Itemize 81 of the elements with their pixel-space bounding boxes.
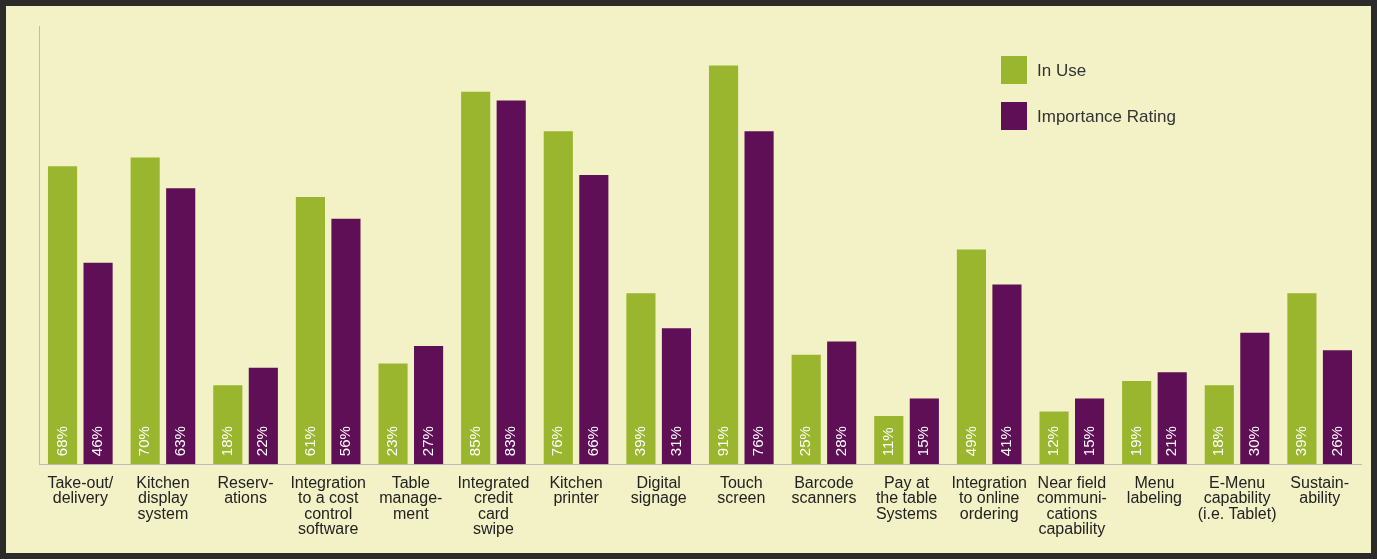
bar (661, 328, 692, 465)
data-label: 22% (253, 426, 271, 457)
bar (543, 131, 573, 465)
data-label: 18% (1209, 426, 1227, 457)
data-label: 68% (52, 426, 70, 457)
x-tick-label: Sustain- ability (1290, 474, 1350, 507)
bar (1157, 372, 1187, 465)
data-label: 76% (749, 426, 767, 457)
bar (1122, 380, 1152, 465)
bar (130, 157, 160, 465)
bar (83, 262, 113, 465)
bar (213, 385, 243, 465)
bar (1204, 385, 1234, 465)
data-label: 85% (465, 426, 483, 457)
x-tick-label: E-Menu capability (i.e. Tablet) (1197, 474, 1277, 522)
data-label: 21% (1162, 426, 1180, 457)
bar (1287, 293, 1317, 465)
bar (331, 218, 361, 465)
data-label: 39% (1292, 426, 1310, 457)
data-label: 63% (170, 426, 188, 457)
data-label: 15% (1079, 426, 1097, 457)
bar (708, 65, 739, 465)
bar (1322, 350, 1353, 465)
data-label: 31% (666, 426, 684, 457)
data-label: 46% (88, 426, 106, 457)
bar (248, 367, 278, 465)
x-tick-label: Touch screen (717, 474, 766, 507)
bar (1075, 398, 1105, 465)
data-label: 76% (548, 426, 566, 457)
bar (47, 166, 78, 465)
legend-label: In Use (1037, 60, 1087, 80)
bar (956, 249, 986, 465)
bar (378, 363, 408, 465)
bar (626, 293, 656, 465)
x-tick-label: Integration to online ordering (951, 474, 1027, 522)
data-label: 25% (796, 426, 814, 457)
bar (744, 131, 774, 465)
bar (791, 354, 821, 465)
legend-label: Importance Rating (1037, 106, 1176, 126)
bar (909, 398, 939, 465)
data-label: 18% (217, 426, 235, 457)
data-label: 26% (1327, 426, 1345, 457)
x-tick-label: Kitchen printer (549, 474, 603, 507)
data-label: 11% (878, 427, 896, 457)
bar (1039, 411, 1069, 465)
x-tick-label: Kitchen display system (136, 474, 190, 522)
x-tick-label: Reserv- ations (217, 474, 274, 507)
data-label: 49% (961, 426, 979, 457)
data-label: 39% (631, 426, 649, 457)
x-tick-label: Barcode scanners (791, 474, 857, 507)
data-label: 19% (1126, 426, 1144, 457)
data-label: 83% (501, 426, 519, 457)
x-tick-label: Integration to a cost control software (290, 474, 366, 537)
bar (579, 174, 609, 465)
data-label: 66% (583, 426, 601, 457)
bar (1240, 332, 1270, 465)
data-label: 61% (300, 426, 318, 457)
data-label: 30% (1244, 426, 1262, 457)
data-label: 41% (997, 426, 1015, 457)
bar (295, 196, 325, 465)
data-label: 70% (135, 426, 153, 457)
data-label: 15% (914, 426, 932, 457)
data-label: 12% (1044, 426, 1062, 457)
x-tick-label: Table manage- ment (379, 474, 443, 522)
data-label: 23% (383, 426, 401, 457)
data-label: 91% (713, 426, 731, 457)
x-tick-label: Integrated credit card swipe (457, 474, 530, 537)
data-label: 28% (831, 426, 849, 457)
x-tick-label: Take-out/ delivery (47, 474, 114, 507)
bar (827, 341, 857, 465)
bar (992, 284, 1022, 465)
x-tick-label: Digital signage (630, 474, 687, 507)
bar (461, 91, 491, 465)
bar (496, 100, 526, 465)
bar (414, 345, 444, 465)
data-label: 56% (336, 426, 354, 457)
x-tick-label: Pay at the table Systems (875, 474, 938, 522)
data-label: 27% (418, 426, 436, 457)
x-tick-label: Menu labeling (1126, 474, 1183, 507)
bar (166, 188, 196, 465)
x-tick-label: Near field communi- cations capability (1036, 474, 1107, 537)
